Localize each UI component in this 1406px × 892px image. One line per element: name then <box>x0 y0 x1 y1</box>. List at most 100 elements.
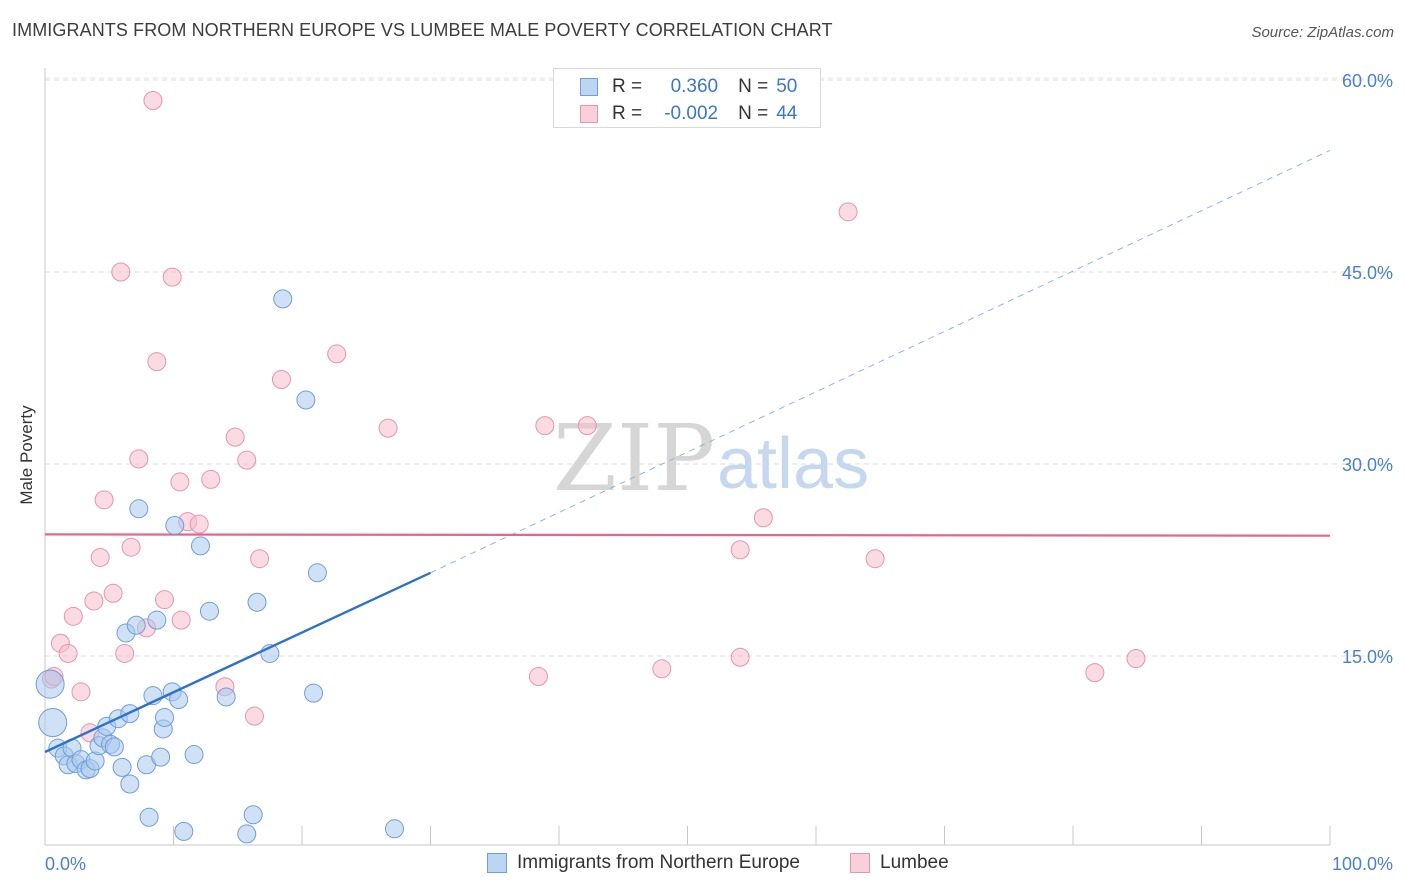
immigrants-point <box>155 707 175 727</box>
immigrants-point <box>304 683 324 703</box>
legend-n-value: 44 <box>776 103 798 124</box>
watermark-atlas: atlas <box>717 424 869 504</box>
immigrants-point <box>104 737 124 757</box>
immigrants-point <box>35 669 65 699</box>
legend-n-label: N = <box>738 103 769 124</box>
trend-line-lumbee <box>44 533 1331 537</box>
y-tick-label: 15.0% <box>1342 647 1393 667</box>
lumbee-point <box>1085 663 1105 683</box>
legend-row-immigrants: R = 0.360 N = 50 <box>554 74 797 100</box>
lumbee-point <box>327 344 347 364</box>
y-tick-label: 60.0% <box>1342 71 1393 91</box>
legend-swatch-blue <box>580 78 598 96</box>
lumbee-point <box>170 472 190 492</box>
lumbee-point <box>90 547 110 567</box>
source-label: Source: ZipAtlas.com <box>1251 24 1394 41</box>
immigrants-point <box>147 610 167 630</box>
immigrants-point <box>184 745 204 765</box>
immigrants-point <box>126 615 146 635</box>
lumbee-point <box>838 202 858 222</box>
lumbee-point <box>121 537 141 557</box>
lumbee-point <box>652 659 672 679</box>
lumbee-point <box>129 449 149 469</box>
legend-r-label: R = <box>612 103 643 124</box>
immigrants-point <box>247 592 267 612</box>
legend-label-lumbee: Lumbee <box>880 852 949 873</box>
lumbee-point <box>577 416 597 436</box>
lumbee-point <box>753 508 773 528</box>
legend-r-label: R = <box>612 76 643 97</box>
legend-item-immigrants: Immigrants from Northern Europe <box>487 852 800 874</box>
legend-row-lumbee: R = -0.002 N = 44 <box>554 101 797 127</box>
immigrants-point <box>165 515 185 535</box>
series-legend: Immigrants from Northern Europe Lumbee <box>0 852 1406 878</box>
trend-line-immigrants-extended <box>430 149 1331 574</box>
immigrants-point <box>174 821 194 841</box>
lumbee-point <box>143 90 163 110</box>
watermark-zip: ZIP <box>553 405 715 512</box>
lumbee-point <box>528 666 548 686</box>
lumbee-point <box>244 706 264 726</box>
lumbee-point <box>71 682 91 702</box>
lumbee-point <box>147 352 167 372</box>
lumbee-point <box>58 643 78 663</box>
lumbee-point <box>865 549 885 569</box>
data-points <box>35 90 1146 844</box>
legend-r-value: -0.002 <box>664 103 719 124</box>
lumbee-point <box>730 647 750 667</box>
lumbee-point <box>111 262 131 282</box>
legend-n-value: 50 <box>776 76 798 97</box>
trend-lines <box>44 149 1331 574</box>
lumbee-point <box>162 267 182 287</box>
lumbee-point <box>237 450 257 470</box>
immigrants-point <box>296 390 316 410</box>
lumbee-point <box>271 370 291 390</box>
lumbee-point <box>535 416 555 436</box>
lumbee-point <box>189 514 209 534</box>
legend-label-immigrants: Immigrants from Northern Europe <box>517 852 800 873</box>
watermark: ZIP atlas <box>553 405 869 512</box>
lumbee-point <box>155 590 175 610</box>
stats-legend: R = 0.360 N = 50 R = -0.002 N = 44 <box>553 68 821 128</box>
x-tick-label: 0.0% <box>45 854 86 874</box>
immigrants-point <box>216 687 236 707</box>
immigrants-point <box>151 747 171 767</box>
y-tick-label: 45.0% <box>1342 263 1393 283</box>
legend-swatch-blue <box>487 853 507 873</box>
legend-swatch-pink <box>580 105 598 123</box>
immigrants-point <box>190 536 210 556</box>
legend-swatch-pink <box>850 853 870 873</box>
tick-labels: 15.0% 30.0% 45.0% 60.0% 0.0% 100.0% <box>45 71 1393 874</box>
legend-item-lumbee: Lumbee <box>850 852 949 874</box>
immigrants-point <box>243 805 263 825</box>
y-tick-label: 30.0% <box>1342 455 1393 475</box>
legend-r-value: 0.360 <box>670 76 719 97</box>
lumbee-point <box>201 469 221 489</box>
lumbee-point <box>94 490 114 510</box>
chart-title: IMMIGRANTS FROM NORTHERN EUROPE VS LUMBE… <box>12 20 833 40</box>
immigrants-point <box>199 601 219 621</box>
lumbee-point <box>1126 649 1146 669</box>
lumbee-point <box>63 606 83 626</box>
immigrants-point <box>237 824 257 844</box>
immigrants-point <box>120 774 140 794</box>
immigrants-point <box>307 563 327 583</box>
lumbee-point <box>171 610 191 630</box>
immigrants-point <box>273 289 293 309</box>
lumbee-point <box>84 591 104 611</box>
immigrants-point <box>129 499 149 519</box>
trend-line-immigrants <box>44 571 432 754</box>
grid-lines <box>45 77 1395 657</box>
legend-n-label: N = <box>738 76 769 97</box>
immigrants-point <box>38 708 68 738</box>
immigrants-point <box>385 819 405 839</box>
lumbee-point <box>115 643 135 663</box>
lumbee-point <box>730 540 750 560</box>
immigrants-point <box>139 807 159 827</box>
lumbee-point <box>225 427 245 447</box>
lumbee-point <box>250 549 270 569</box>
x-tick-label: 100.0% <box>1332 854 1393 874</box>
lumbee-point <box>378 418 398 438</box>
immigrants-point <box>112 757 132 777</box>
